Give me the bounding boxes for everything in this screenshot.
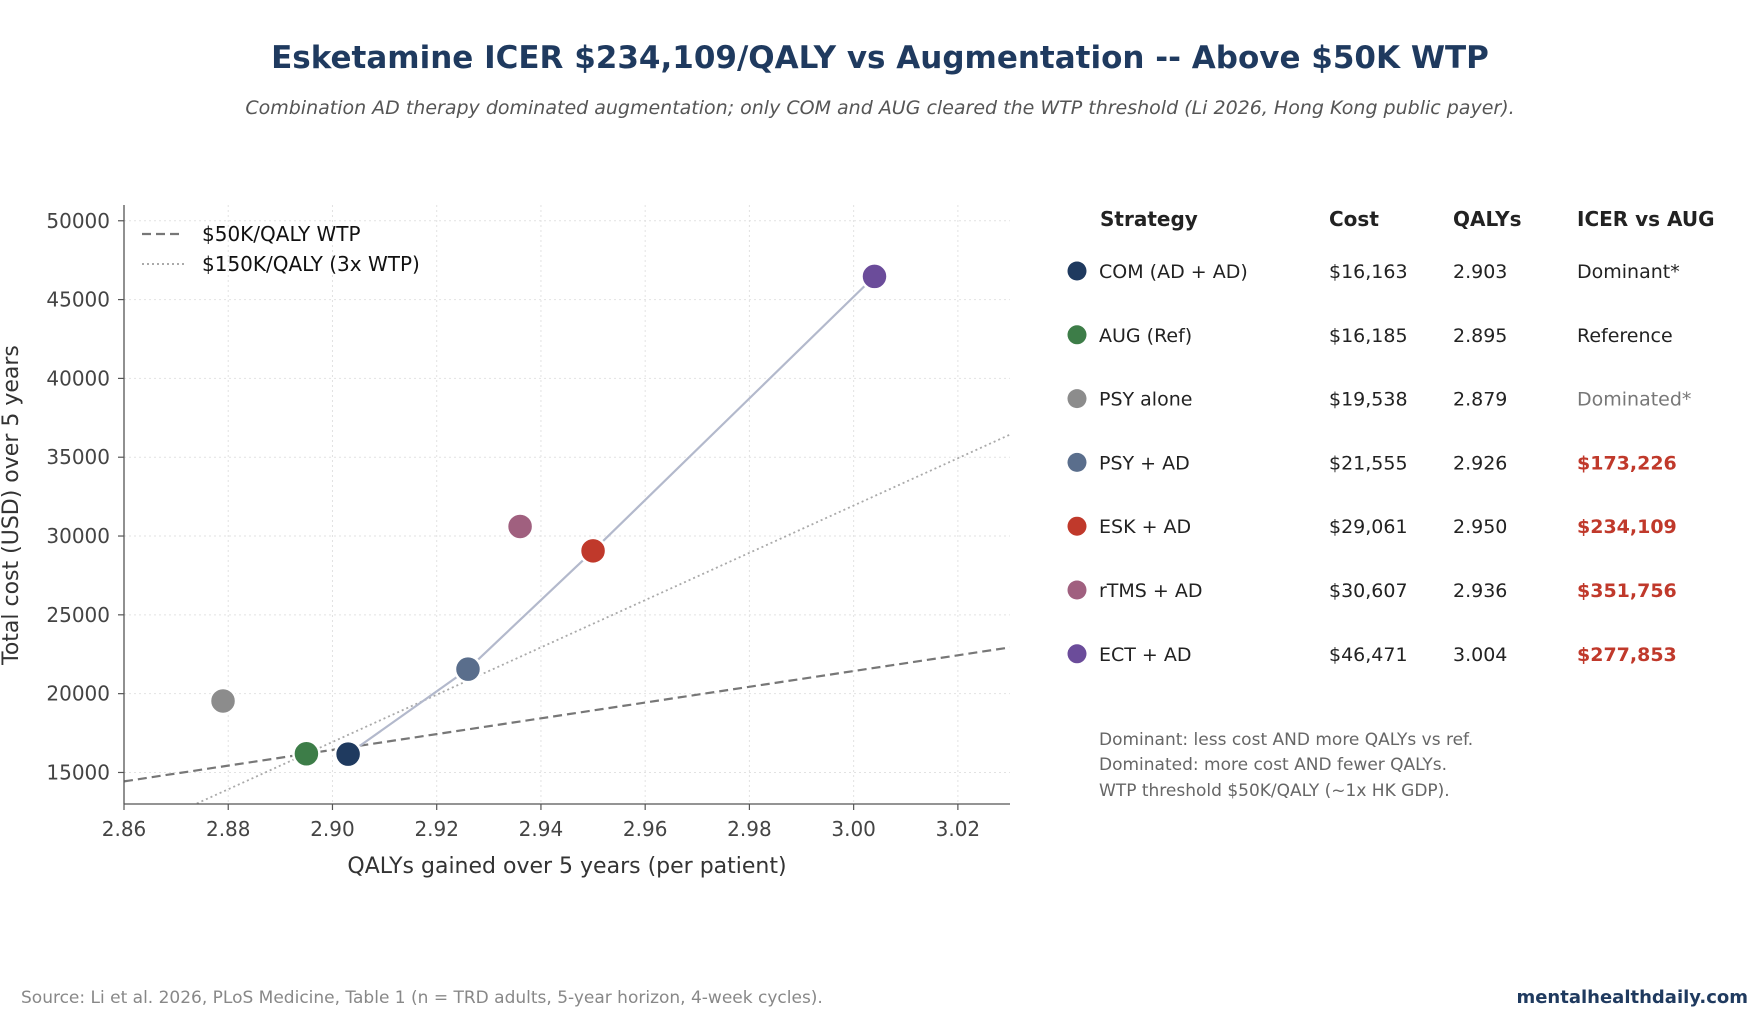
table-cell-qalys: 2.903 xyxy=(1453,261,1507,283)
chart-title: Esketamine ICER $234,109/QALY vs Augment… xyxy=(271,40,1489,76)
table-cell-cost: $46,471 xyxy=(1329,644,1408,666)
x-tick-label: 3.00 xyxy=(831,817,876,841)
table-rows: COM (AD + AD) $16,163 2.903 Dominant* AUG (R… xyxy=(1067,261,1691,666)
table-cell-icer: Reference xyxy=(1577,325,1673,347)
table-cell-strategy: AUG (Ref) xyxy=(1099,325,1192,347)
table-cell-strategy: ECT + AD xyxy=(1099,644,1192,666)
tick-labels: 2.86 2.88 2.90 2.92 2.94 2.96 2.98 3.00 3.02 1500… xyxy=(46,209,980,841)
source-note: Source: Li et al. 2026, PLoS Medicine, T… xyxy=(21,988,823,1008)
brand-link[interactable]: mentalhealthdaily.com xyxy=(1516,987,1748,1008)
x-tick-label: 2.88 xyxy=(206,817,251,841)
table-cell-qalys: 2.895 xyxy=(1453,325,1507,347)
data-points xyxy=(208,262,889,769)
notes: Dominant: less cost AND more QALYs vs re… xyxy=(1099,730,1473,801)
legend-label-wtp-50k: $50K/QALY WTP xyxy=(202,222,361,246)
frontier-line xyxy=(347,275,876,756)
x-tick-label: 2.86 xyxy=(102,817,147,841)
y-tick-label: 35000 xyxy=(46,445,110,469)
chart-subtitle: Combination AD therapy dominated augment… xyxy=(245,97,1515,119)
y-tick-label: 20000 xyxy=(46,682,110,706)
table-cell-strategy: rTMS + AD xyxy=(1099,580,1203,602)
table-header-qalys: QALYs xyxy=(1453,207,1522,231)
legend-label-wtp-150k: $150K/QALY (3x WTP) xyxy=(202,252,420,276)
summary-table: Strategy Cost QALYs ICER vs AUG COM (AD … xyxy=(1067,207,1715,666)
table-header-cost: Cost xyxy=(1329,207,1379,231)
data-point-0 xyxy=(333,739,363,769)
table-cell-cost: $21,555 xyxy=(1329,452,1408,474)
y-tick-label: 40000 xyxy=(46,366,110,390)
table-cell-cost: $30,607 xyxy=(1329,580,1408,602)
axes xyxy=(118,205,1010,810)
table-row-swatch xyxy=(1067,644,1087,664)
table-cell-icer: Dominated* xyxy=(1577,389,1691,411)
table-cell-icer: $351,756 xyxy=(1577,580,1677,602)
table-header-icer: ICER vs AUG xyxy=(1577,207,1715,231)
data-point-4 xyxy=(578,536,608,566)
table-row-swatch xyxy=(1067,580,1087,600)
note-dominated: Dominated: more cost AND fewer QALYs. xyxy=(1099,755,1447,775)
x-tick-label: 2.98 xyxy=(727,817,772,841)
x-tick-label: 3.02 xyxy=(936,817,981,841)
table-row-swatch xyxy=(1067,516,1087,536)
y-tick-label: 25000 xyxy=(46,603,110,627)
table-cell-strategy: PSY alone xyxy=(1099,389,1192,411)
data-point-2 xyxy=(208,686,238,716)
x-tick-label: 2.92 xyxy=(414,817,459,841)
x-axis-label: QALYs gained over 5 years (per patient) xyxy=(347,854,786,879)
table-header-strategy: Strategy xyxy=(1100,207,1198,231)
table-cell-qalys: 2.926 xyxy=(1453,452,1507,474)
legend: $50K/QALY WTP $150K/QALY (3x WTP) xyxy=(142,222,420,276)
table-cell-cost: $16,163 xyxy=(1329,261,1408,283)
y-tick-label: 15000 xyxy=(46,760,110,784)
table-cell-qalys: 3.004 xyxy=(1453,644,1507,666)
y-tick-label: 50000 xyxy=(46,209,110,233)
data-point-1 xyxy=(292,739,321,769)
table-row-swatch xyxy=(1067,325,1087,345)
y-tick-label: 30000 xyxy=(46,524,110,548)
x-tick-label: 2.96 xyxy=(623,817,668,841)
table-row-swatch xyxy=(1067,389,1087,409)
table-cell-strategy: ESK + AD xyxy=(1099,516,1191,538)
y-tick-label: 45000 xyxy=(46,288,110,312)
efficiency-frontier xyxy=(347,275,876,756)
data-point-5 xyxy=(505,512,535,541)
wtp-line-1 xyxy=(193,433,1010,804)
y-axis-label: Total cost (USD) over 5 years xyxy=(0,345,24,666)
data-point-3 xyxy=(453,654,483,684)
table-cell-strategy: COM (AD + AD) xyxy=(1099,261,1248,283)
table-cell-icer: $234,109 xyxy=(1577,516,1677,538)
note-wtp: WTP threshold $50K/QALY (~1x HK GDP). xyxy=(1099,781,1450,801)
table-cell-qalys: 2.936 xyxy=(1453,580,1507,602)
x-tick-label: 2.90 xyxy=(310,817,355,841)
note-dominant: Dominant: less cost AND more QALYs vs re… xyxy=(1099,730,1473,750)
table-cell-qalys: 2.950 xyxy=(1453,516,1507,538)
table-cell-cost: $29,061 xyxy=(1329,516,1408,538)
table-cell-icer: $277,853 xyxy=(1577,644,1677,666)
wtp-line-0 xyxy=(124,646,1010,783)
table-row-swatch xyxy=(1067,452,1087,472)
data-point-6 xyxy=(860,262,889,291)
table-cell-qalys: 2.879 xyxy=(1453,389,1507,411)
wtp-lines xyxy=(124,433,1010,804)
table-cell-strategy: PSY + AD xyxy=(1099,452,1190,474)
x-tick-label: 2.94 xyxy=(519,817,564,841)
table-cell-cost: $19,538 xyxy=(1329,389,1408,411)
table-cell-cost: $16,185 xyxy=(1329,325,1408,347)
table-row-swatch xyxy=(1067,261,1087,281)
table-cell-icer: Dominant* xyxy=(1577,261,1680,283)
table-cell-icer: $173,226 xyxy=(1577,452,1677,474)
